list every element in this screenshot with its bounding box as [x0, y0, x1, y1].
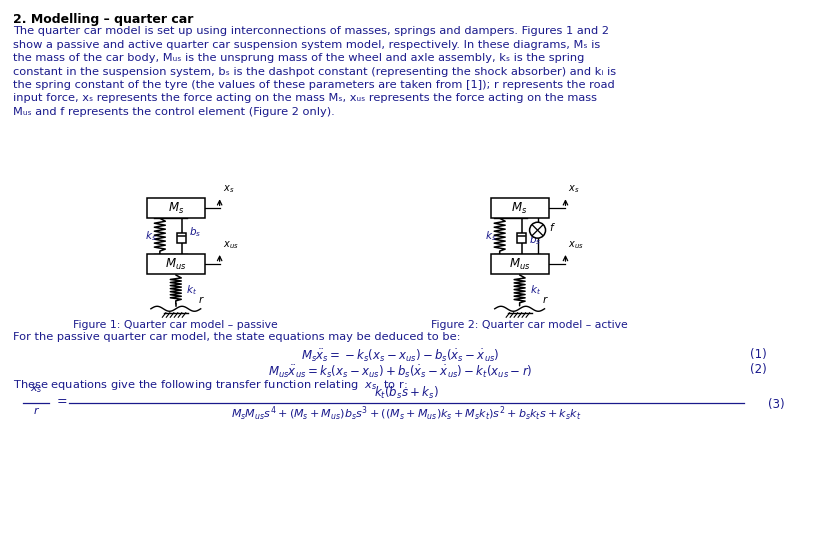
Text: The quarter car model is set up using interconnections of masses, springs and da: The quarter car model is set up using in…: [13, 26, 609, 36]
Text: $k_t$: $k_t$: [530, 283, 541, 297]
Bar: [147, 254, 205, 274]
Text: constant in the suspension system, bₛ is the dashpot constant (representing the : constant in the suspension system, bₛ is…: [13, 67, 617, 76]
Text: $x_s$: $x_s$: [223, 184, 234, 195]
Text: Figure 2: Quarter car model – active: Figure 2: Quarter car model – active: [432, 320, 628, 329]
Text: $k_s$: $k_s$: [145, 229, 156, 243]
Text: $M_{us}$: $M_{us}$: [165, 256, 187, 272]
Circle shape: [530, 222, 545, 238]
Text: Figure 1: Quarter car model – passive: Figure 1: Quarter car model – passive: [74, 320, 278, 329]
Text: $M_s$: $M_s$: [168, 201, 184, 216]
Text: $M_s$: $M_s$: [512, 201, 527, 216]
Text: $k_t(b_s s + k_s)$: $k_t(b_s s + k_s)$: [374, 385, 439, 401]
Text: =: =: [57, 395, 67, 408]
Text: For the passive quarter car model, the state equations may be deduced to be:: For the passive quarter car model, the s…: [13, 332, 461, 342]
Text: the spring constant of the tyre (the values of these parameters are taken from [: the spring constant of the tyre (the val…: [13, 80, 615, 90]
Text: $M_{us}$: $M_{us}$: [509, 256, 531, 272]
Text: $r$: $r$: [197, 294, 205, 305]
Text: (1): (1): [750, 348, 767, 360]
Text: $f$: $f$: [549, 221, 555, 233]
Text: $r$: $r$: [33, 405, 40, 417]
Text: 2. Modelling – quarter car: 2. Modelling – quarter car: [13, 13, 194, 26]
Text: the mass of the car body, Mᵤₛ is the unsprung mass of the wheel and axle assembl: the mass of the car body, Mᵤₛ is the uns…: [13, 53, 585, 63]
Text: $b_s$: $b_s$: [528, 233, 541, 247]
Text: $M_{us}\ddot{x}_{us} = k_s(x_s - x_{us}) + b_s(\dot{x}_s - \dot{x}_{us}) - k_t(x: $M_{us}\ddot{x}_{us} = k_s(x_s - x_{us})…: [268, 364, 532, 380]
Text: $x_s$: $x_s$: [568, 184, 580, 195]
Text: show a passive and active quarter car suspension system model, respectively. In : show a passive and active quarter car su…: [13, 40, 600, 50]
Text: $b_s$: $b_s$: [188, 225, 201, 239]
Text: $x_{us}$: $x_{us}$: [568, 239, 584, 251]
Text: $x_s$: $x_s$: [30, 383, 43, 395]
Text: (3): (3): [768, 398, 785, 411]
Bar: [177, 233, 186, 243]
Bar: [491, 198, 549, 218]
Text: (2): (2): [750, 364, 767, 376]
Text: $M_s\ddot{x}_s = -k_s(x_s - x_{us}) - b_s(\dot{x}_s - \dot{x}_{us})$: $M_s\ddot{x}_s = -k_s(x_s - x_{us}) - b_…: [301, 348, 500, 364]
Text: $r$: $r$: [541, 294, 549, 305]
Text: Mᵤₛ and f represents the control element (Figure 2 only).: Mᵤₛ and f represents the control element…: [13, 107, 335, 117]
Text: These equations give the following transfer function relating  $x_s$  to r:: These equations give the following trans…: [13, 379, 408, 392]
Text: input force, xₛ represents the force acting on the mass Mₛ, xᵤₛ represents the f: input force, xₛ represents the force act…: [13, 93, 597, 104]
Bar: [517, 233, 526, 243]
Text: $M_s M_{us} s^4 + (M_s + M_{us})b_s s^3 + ((M_s + M_{us})k_s + M_s k_t)s^2 + b_s: $M_s M_{us} s^4 + (M_s + M_{us})b_s s^3 …: [231, 405, 581, 423]
Text: $x_{us}$: $x_{us}$: [223, 239, 238, 251]
Bar: [147, 198, 205, 218]
Text: $k_t$: $k_t$: [186, 283, 197, 297]
Text: $k_s$: $k_s$: [485, 229, 496, 243]
Bar: [491, 254, 549, 274]
